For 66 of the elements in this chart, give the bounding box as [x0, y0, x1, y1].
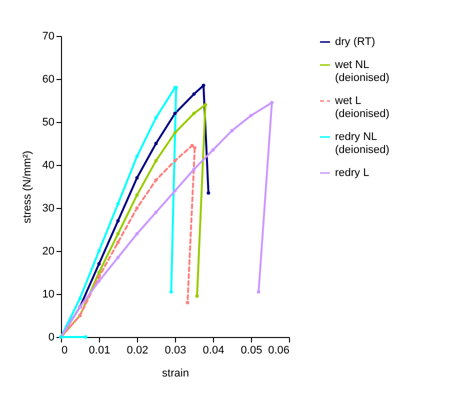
point: [169, 290, 173, 294]
y-tick-label: 70: [42, 30, 54, 42]
point: [249, 114, 253, 118]
point: [186, 300, 190, 304]
point: [192, 168, 196, 172]
point: [116, 256, 120, 260]
x-tick-label: 0.06: [268, 344, 290, 356]
point: [154, 178, 158, 182]
point: [173, 131, 177, 134]
y-axis-title: stress (N/mm²): [21, 150, 34, 224]
point: [135, 154, 139, 158]
point: [97, 249, 101, 253]
point: [116, 240, 120, 244]
point: [173, 189, 177, 193]
y-tick-label: 50: [42, 116, 54, 128]
point: [116, 202, 120, 206]
y-tick-label: 30: [42, 202, 54, 214]
point: [97, 275, 101, 279]
point: [173, 158, 177, 162]
legend-label: redry NL (deionised): [335, 131, 390, 156]
point: [202, 84, 206, 88]
legend-label: dry (RT): [335, 36, 376, 48]
line-series: [59, 100, 274, 339]
legend-label: wet NL (deionised): [334, 59, 390, 84]
point: [173, 112, 177, 116]
point: [154, 158, 158, 162]
line-series: [59, 86, 178, 339]
x-tick-label: 0.05: [240, 344, 262, 356]
legend-label: redry L: [335, 167, 370, 179]
point: [154, 116, 158, 120]
point: [192, 112, 196, 116]
point: [78, 296, 82, 300]
x-tick-label: 0.02: [126, 344, 148, 356]
point: [135, 193, 139, 197]
point: [116, 232, 120, 236]
point: [154, 142, 158, 146]
x-tick-label: 0: [62, 344, 68, 356]
point: [97, 262, 101, 266]
x-tick-label: 0.01: [88, 344, 110, 356]
point: [97, 270, 101, 274]
point: [154, 210, 158, 214]
y-tick-label: 60: [42, 74, 54, 86]
point: [84, 335, 88, 339]
point: [135, 206, 139, 210]
point: [195, 294, 199, 298]
point: [135, 176, 139, 180]
point: [116, 219, 120, 223]
y-tick-label: 0: [48, 332, 54, 344]
y-tick-label: 20: [42, 246, 54, 258]
point: [211, 148, 215, 152]
point: [270, 100, 274, 104]
x-tick-label: 0.04: [202, 344, 224, 356]
point: [193, 146, 196, 150]
point: [256, 290, 260, 294]
x-axis-title: strain: [162, 368, 189, 380]
point: [192, 92, 196, 96]
point: [204, 103, 208, 107]
x-tick-label: 0.03: [164, 344, 186, 356]
legend-label: wet L (deionised): [334, 95, 390, 120]
y-tick-label: 10: [42, 288, 54, 300]
point: [230, 128, 234, 132]
point: [97, 279, 101, 283]
y-tick-label: 40: [42, 160, 54, 172]
point: [190, 144, 194, 148]
point: [206, 191, 210, 195]
point: [135, 232, 139, 236]
